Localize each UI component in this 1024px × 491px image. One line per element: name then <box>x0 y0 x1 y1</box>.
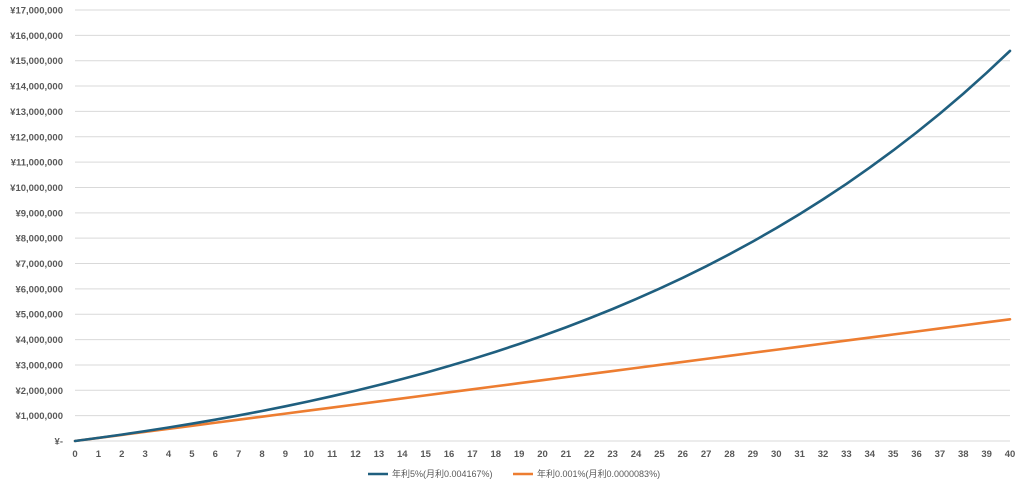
x-tick-label: 30 <box>771 449 782 460</box>
y-tick-label: ¥5,000,000 <box>15 310 63 321</box>
x-tick-label: 15 <box>420 449 431 460</box>
x-tick-label: 26 <box>677 449 688 460</box>
x-tick-label: 8 <box>259 449 264 460</box>
x-tick-label: 0 <box>72 449 77 460</box>
y-tick-label: ¥1,000,000 <box>15 411 63 422</box>
y-tick-label: ¥9,000,000 <box>15 208 63 219</box>
x-tick-label: 6 <box>213 449 218 460</box>
y-tick-label: ¥8,000,000 <box>15 234 63 245</box>
x-tick-label: 22 <box>584 449 595 460</box>
y-tick-label: ¥13,000,000 <box>10 107 63 118</box>
x-tick-label: 16 <box>444 449 455 460</box>
x-tick-label: 1 <box>96 449 102 460</box>
x-tick-label: 34 <box>864 449 875 460</box>
x-tick-label: 31 <box>794 449 805 460</box>
x-tick-label: 7 <box>236 449 241 460</box>
x-tick-label: 32 <box>818 449 829 460</box>
series-line-1 <box>73 49 1012 443</box>
x-tick-label: 2 <box>119 449 124 460</box>
x-tick-label: 21 <box>561 449 572 460</box>
legend-label: 年利5%(月利0.004167%) <box>392 468 493 479</box>
y-tick-label: ¥2,000,000 <box>15 386 63 397</box>
y-tick-label: ¥3,000,000 <box>15 360 63 371</box>
y-tick-label: ¥15,000,000 <box>10 56 63 67</box>
x-tick-label: 19 <box>514 449 525 460</box>
gridlines <box>75 9 1010 442</box>
y-tick-label: ¥4,000,000 <box>15 335 63 346</box>
x-tick-label: 36 <box>911 449 922 460</box>
y-tick-label: ¥12,000,000 <box>10 132 63 143</box>
series-line-2 <box>73 318 1012 443</box>
legend-label: 年利0.001%(月利0.0000083%) <box>537 468 660 479</box>
x-tick-label: 40 <box>1005 449 1016 460</box>
x-tick-label: 33 <box>841 449 852 460</box>
legend-entry-2: 年利0.001%(月利0.0000083%) <box>513 468 660 479</box>
x-axis-tick-labels: 0 1 2 3 4 5 6 7 8 9 10 11 12 13 14 15 16 17 18 19 20 21 22 23 24… <box>72 449 1015 460</box>
x-tick-label: 24 <box>631 449 642 460</box>
series-lines <box>73 49 1012 443</box>
x-tick-label: 14 <box>397 449 408 460</box>
y-tick-label: ¥14,000,000 <box>10 82 63 93</box>
y-tick-label: ¥- <box>55 437 63 448</box>
y-axis-tick-labels: ¥- ¥1,000,000 ¥2,000,000 ¥3,000,000 ¥4,000,0… <box>10 6 63 448</box>
y-tick-label: ¥7,000,000 <box>15 259 63 270</box>
x-tick-label: 39 <box>981 449 992 460</box>
x-tick-label: 29 <box>748 449 759 460</box>
x-tick-label: 5 <box>189 449 195 460</box>
x-tick-label: 12 <box>350 449 361 460</box>
x-tick-label: 17 <box>467 449 478 460</box>
x-tick-label: 11 <box>327 449 338 460</box>
legend: 年利5%(月利0.004167%) 年利0.001%(月利0.0000083%) <box>368 468 660 479</box>
y-tick-label: ¥16,000,000 <box>10 31 63 42</box>
y-tick-label: ¥6,000,000 <box>15 284 63 295</box>
x-tick-label: 4 <box>166 449 172 460</box>
x-tick-label: 10 <box>303 449 314 460</box>
x-tick-label: 18 <box>490 449 501 460</box>
y-tick-label: ¥10,000,000 <box>10 183 63 194</box>
x-tick-label: 3 <box>142 449 147 460</box>
legend-entry-1: 年利5%(月利0.004167%) <box>368 468 493 479</box>
x-tick-label: 23 <box>607 449 618 460</box>
x-tick-label: 28 <box>724 449 735 460</box>
x-tick-label: 37 <box>935 449 946 460</box>
x-tick-label: 38 <box>958 449 969 460</box>
y-tick-label: ¥11,000,000 <box>11 158 63 169</box>
x-tick-label: 35 <box>888 449 899 460</box>
x-tick-label: 9 <box>283 449 288 460</box>
x-tick-label: 25 <box>654 449 665 460</box>
x-tick-label: 13 <box>374 449 385 460</box>
y-tick-label: ¥17,000,000 <box>10 6 63 17</box>
x-tick-label: 27 <box>701 449 712 460</box>
x-tick-label: 20 <box>537 449 548 460</box>
